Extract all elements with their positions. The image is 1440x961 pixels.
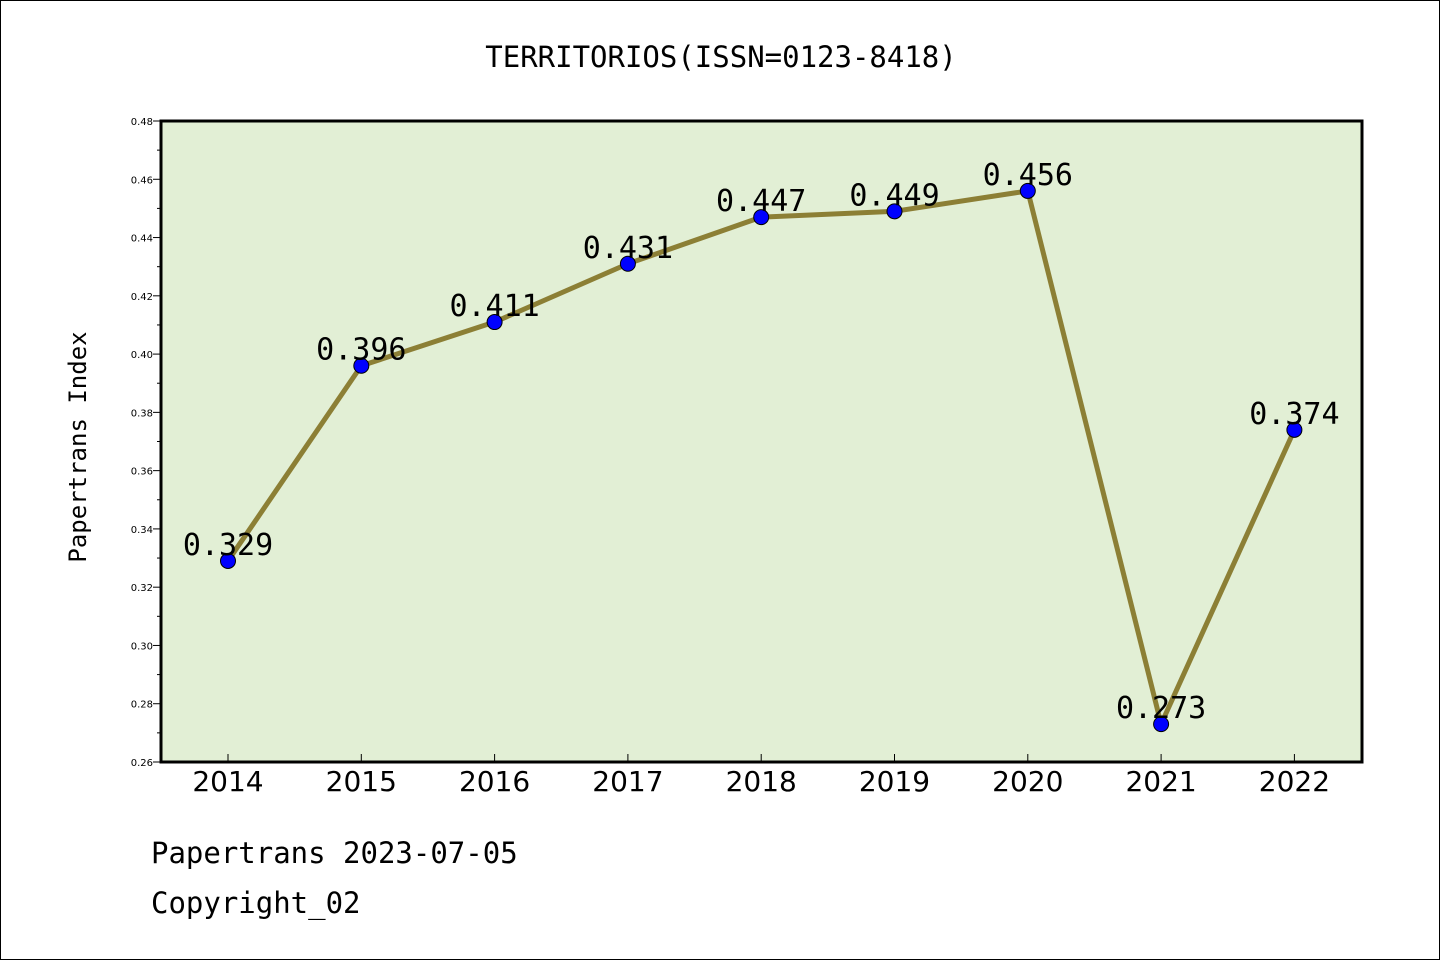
y-tick-label: 0.44 bbox=[131, 234, 153, 245]
data-point bbox=[619, 255, 636, 272]
y-tick-label: 0.38 bbox=[131, 408, 153, 419]
data-point bbox=[886, 203, 903, 220]
data-point bbox=[486, 314, 503, 331]
data-point bbox=[220, 552, 236, 569]
x-tick-label: 2018 bbox=[726, 765, 797, 798]
plot-border bbox=[159, 119, 1364, 764]
y-tick-label: 0.46 bbox=[131, 175, 153, 186]
x-tick-label: 2014 bbox=[192, 765, 263, 798]
y-tick-label: 0.30 bbox=[131, 641, 153, 652]
x-tick-label: 2020 bbox=[992, 765, 1063, 798]
data-point bbox=[353, 357, 370, 374]
data-label: 0.447 bbox=[716, 184, 806, 219]
data-point bbox=[1019, 182, 1036, 199]
x-tick-label: 2019 bbox=[859, 765, 930, 798]
data-label: 0.273 bbox=[1116, 691, 1206, 726]
y-tick-label: 0.40 bbox=[131, 350, 153, 361]
y-tick-label: 0.48 bbox=[131, 117, 153, 128]
data-label: 0.329 bbox=[183, 528, 273, 563]
data-label: 0.431 bbox=[583, 231, 673, 266]
data-label: 0.456 bbox=[983, 158, 1073, 193]
y-tick-label: 0.32 bbox=[131, 583, 153, 594]
data-label: 0.449 bbox=[849, 178, 939, 213]
y-axis-label: Papertrans Index bbox=[64, 331, 92, 562]
data-point bbox=[753, 209, 770, 226]
y-tick-label: 0.34 bbox=[131, 525, 153, 536]
footer-source: Papertrans 2023-07-05 bbox=[151, 836, 518, 870]
y-tick-label: 0.42 bbox=[131, 292, 153, 303]
plot-area bbox=[161, 121, 1362, 762]
footer-copyright: Copyright_02 bbox=[151, 886, 361, 920]
y-tick-label: 0.36 bbox=[131, 467, 153, 478]
data-point bbox=[1286, 421, 1303, 438]
x-tick-label: 2022 bbox=[1259, 765, 1330, 798]
data-label: 0.374 bbox=[1249, 397, 1339, 432]
x-tick-label: 2017 bbox=[592, 765, 663, 798]
x-tick-label: 2015 bbox=[326, 765, 397, 798]
data-markers bbox=[220, 182, 1303, 733]
data-point bbox=[1153, 716, 1170, 733]
x-tick-label: 2016 bbox=[459, 765, 530, 798]
x-tick-label: 2021 bbox=[1125, 765, 1196, 798]
y-tick-label: 0.26 bbox=[131, 758, 153, 769]
y-tick-label: 0.28 bbox=[131, 700, 153, 711]
y-axis: 0.26 0.28 0.30 0.32 0.34 0.36 0.38 0.40 0.42 0.44… bbox=[131, 117, 161, 769]
x-axis: 2014 2015 2016 2017 2018 2019 2020 2021 2022 bbox=[192, 754, 1330, 798]
data-label: 0.411 bbox=[449, 289, 539, 324]
data-labels: 0.329 0.396 0.411 0.431 0.447 0.449 0.456 0.273… bbox=[183, 158, 1340, 726]
data-label: 0.396 bbox=[316, 333, 406, 368]
chart-title: TERRITORIOS(ISSN=0123-8418) bbox=[485, 40, 956, 74]
